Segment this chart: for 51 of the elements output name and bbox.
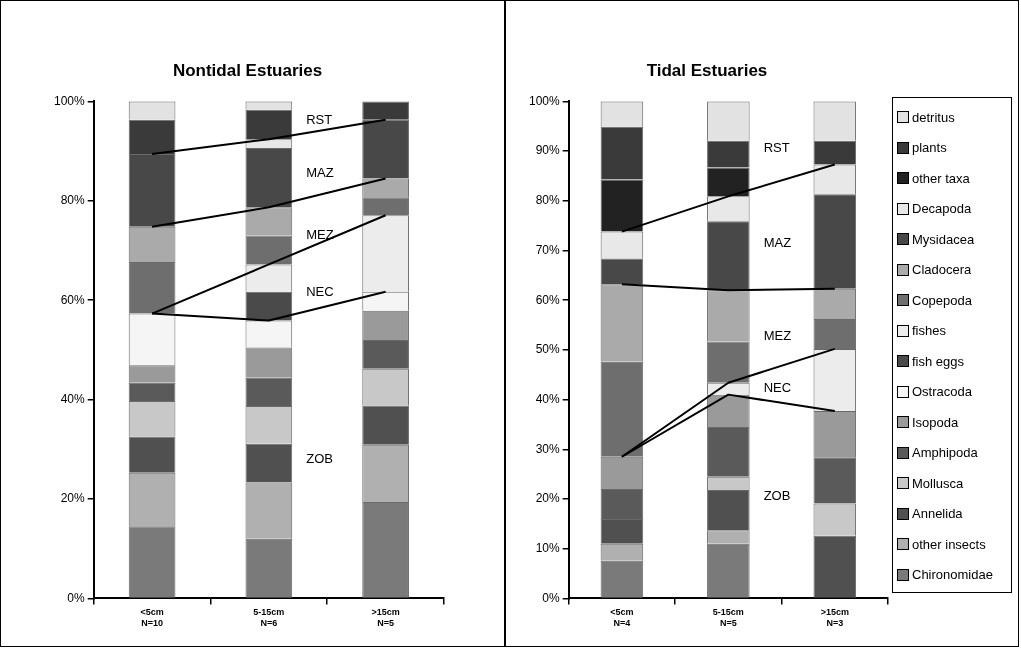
legend-label: Cladocera xyxy=(912,262,972,278)
y-tick-label: 30% xyxy=(535,441,561,456)
y-tick-label: 50% xyxy=(535,342,561,357)
legend-label: Amphipoda xyxy=(912,445,978,461)
annotation: MEZ xyxy=(306,227,334,243)
chart-title: Tidal Estuaries xyxy=(646,60,768,80)
y-tick-label: 90% xyxy=(535,143,561,158)
y-tick-label: 100% xyxy=(528,93,561,108)
y-tick-label: 40% xyxy=(60,391,86,406)
legend-label: Mollusca xyxy=(912,475,964,491)
annotation: NEC xyxy=(763,380,792,396)
y-tick-label: 60% xyxy=(535,292,561,307)
y-tick-label: 80% xyxy=(535,193,561,208)
x-tick-label: 5-15cm N=5 xyxy=(712,607,744,629)
x-tick-label: <5cm N=4 xyxy=(610,607,634,629)
annotation: ZOB xyxy=(306,451,333,467)
legend-label: detritus xyxy=(912,109,955,125)
legend-label: Ostracoda xyxy=(912,384,972,400)
legend-label: Isopoda xyxy=(912,414,959,430)
y-tick-label: 20% xyxy=(535,491,561,506)
y-tick-label: 100% xyxy=(53,93,86,108)
y-tick-label: 40% xyxy=(535,391,561,406)
y-tick-label: 80% xyxy=(60,193,86,208)
legend-label: Annelida xyxy=(912,506,963,522)
legend-label: Decapoda xyxy=(912,201,972,217)
annotation: ZOB xyxy=(763,488,791,504)
legend-label: fish eggs xyxy=(912,353,965,369)
y-tick-label: 0% xyxy=(542,590,561,605)
legend-label: plants xyxy=(912,140,947,156)
legend-label: Chironomidae xyxy=(912,567,993,583)
annotation: MAZ xyxy=(763,234,792,250)
x-tick-label: 5-15cm N=6 xyxy=(253,607,285,629)
y-tick-label: 0% xyxy=(67,590,86,605)
y-tick-label: 70% xyxy=(535,242,561,257)
legend-label: fishes xyxy=(912,323,946,339)
annotation: MEZ xyxy=(763,328,792,344)
legend-label: other insects xyxy=(912,536,986,552)
x-tick-label: >15cm N=3 xyxy=(820,607,849,629)
x-tick-label: >15cm N=5 xyxy=(371,607,400,629)
legend-label: Copepoda xyxy=(912,292,972,308)
annotation: MAZ xyxy=(306,164,334,180)
annotation: RST xyxy=(306,111,333,127)
annotation: NEC xyxy=(306,284,334,300)
legend-label: Mysidacea xyxy=(912,231,975,247)
chart-title: Nontidal Estuaries xyxy=(172,60,323,80)
x-tick-label: <5cm N=10 xyxy=(140,607,164,629)
y-tick-label: 20% xyxy=(60,491,86,506)
y-tick-label: 60% xyxy=(60,292,86,307)
legend-label: other taxa xyxy=(912,170,970,186)
y-tick-label: 10% xyxy=(535,541,561,556)
annotation: RST xyxy=(763,140,790,156)
